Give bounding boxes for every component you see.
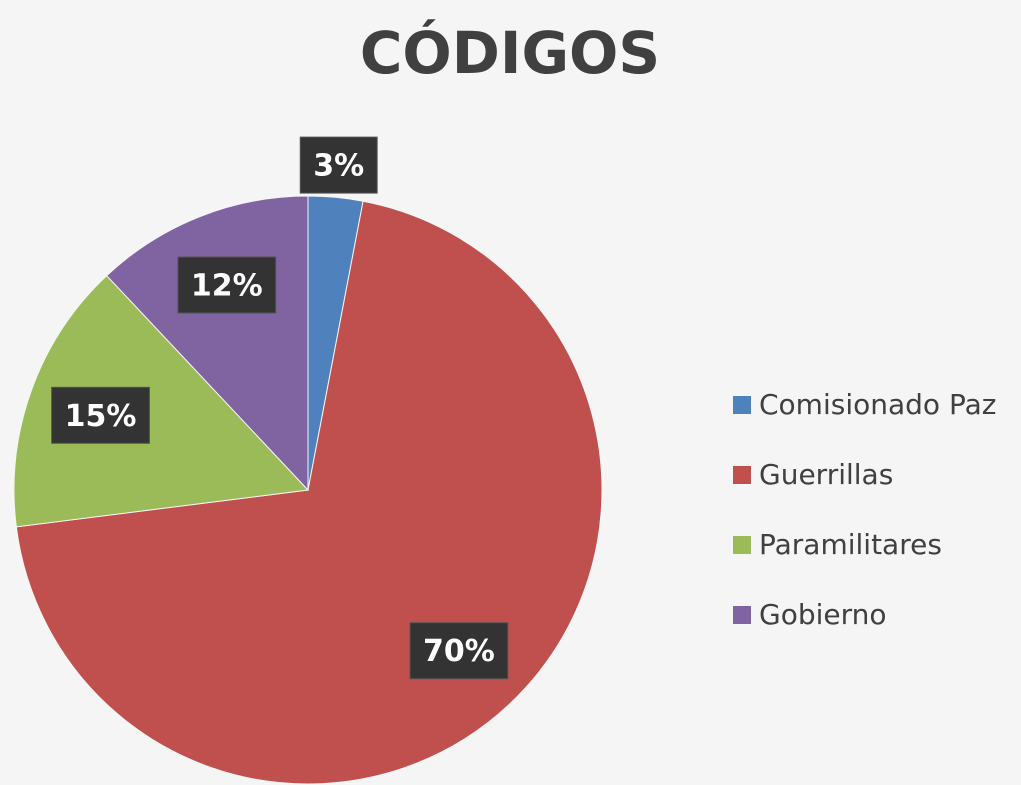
data-label: 12% <box>191 268 263 303</box>
data-label-box <box>51 386 150 444</box>
data-label: 70% <box>423 634 495 669</box>
pie-slice <box>13 274 310 528</box>
legend-label: Paramilitares <box>759 528 942 561</box>
legend-swatch <box>733 396 751 414</box>
legend-label: Guerrillas <box>759 458 893 491</box>
data-label: 15% <box>65 399 137 434</box>
chart-title: CÓDIGOS <box>360 18 660 87</box>
legend-label: Comisionado Paz <box>759 388 996 421</box>
legend-swatch <box>733 536 751 554</box>
data-label: 3% <box>313 149 364 184</box>
legend-swatch <box>733 466 751 484</box>
legend-swatch <box>733 606 751 624</box>
data-label-box <box>177 256 277 314</box>
data-label-box <box>299 136 378 194</box>
legend-label: Gobierno <box>759 598 887 631</box>
data-label-box <box>409 622 509 680</box>
